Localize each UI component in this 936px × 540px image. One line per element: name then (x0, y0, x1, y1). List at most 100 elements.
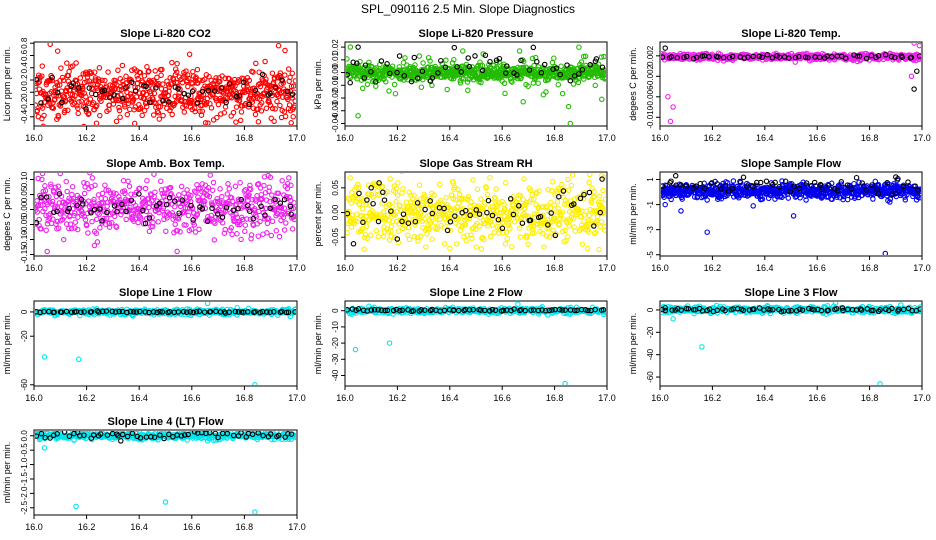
data-point (853, 174, 860, 181)
data-point (263, 105, 270, 112)
data-point (49, 77, 55, 84)
data-point (57, 173, 64, 177)
data-point (46, 194, 52, 200)
data-point (504, 235, 511, 242)
data-point (83, 222, 90, 229)
data-point (369, 207, 375, 214)
data-point (226, 185, 232, 192)
data-point (35, 198, 40, 204)
data-points (346, 173, 606, 253)
data-point (489, 204, 496, 210)
data-point (786, 55, 792, 61)
data-point (478, 246, 485, 252)
data-point (586, 212, 593, 219)
data-point (459, 195, 465, 202)
data-point (143, 83, 149, 90)
data-point (811, 179, 818, 186)
data-point (209, 187, 216, 194)
data-point (272, 84, 279, 91)
data-point (232, 83, 238, 89)
data-point (834, 194, 840, 200)
data-point (137, 104, 144, 111)
data-point (468, 232, 475, 238)
data-point (99, 77, 105, 84)
data-point (365, 182, 372, 188)
data-point (380, 189, 386, 196)
data-point (530, 44, 537, 51)
data-point (51, 309, 57, 315)
data-point (273, 165, 277, 169)
data-point (127, 198, 134, 204)
data-point (506, 220, 512, 226)
data-point (417, 210, 424, 217)
data-point (81, 123, 87, 125)
data-point (499, 216, 505, 223)
data-point (91, 206, 98, 213)
data-point (156, 116, 163, 122)
data-point (156, 200, 163, 207)
data-point (52, 203, 58, 210)
data-point (217, 186, 223, 192)
data-point (223, 205, 230, 211)
data-point (105, 199, 111, 206)
data-point (222, 208, 229, 214)
data-point (279, 178, 285, 184)
data-point (665, 94, 671, 100)
data-point (47, 43, 53, 48)
data-point (248, 232, 255, 238)
data-point (525, 83, 531, 89)
plot-frame (33, 300, 298, 387)
data-point (468, 199, 474, 205)
data-point (491, 75, 497, 81)
data-point (132, 216, 139, 222)
data-point (565, 176, 571, 183)
data-point (70, 198, 76, 204)
data-point (202, 205, 209, 212)
data-point (594, 68, 601, 74)
y-tick-label: 0.00 (20, 201, 29, 217)
chart-title: Slope Li-820 CO2 (120, 28, 210, 40)
x-tick-label: 16.0 (336, 263, 354, 273)
data-point (599, 64, 606, 71)
data-point (360, 197, 367, 204)
data-point (370, 200, 376, 207)
data-point (40, 123, 46, 125)
data-point (662, 201, 668, 208)
data-point (834, 187, 841, 194)
data-point (779, 178, 785, 184)
data-point (237, 221, 243, 228)
y-tick-label: -0.02 (331, 88, 340, 107)
data-point (785, 195, 792, 201)
data-point (83, 106, 89, 112)
data-point (122, 103, 128, 110)
data-points (35, 165, 296, 255)
x-tick-label: 16.8 (861, 263, 879, 273)
data-point (534, 58, 540, 65)
data-point (219, 220, 226, 226)
data-point (102, 195, 109, 202)
data-point (75, 105, 81, 112)
data-point (212, 88, 218, 94)
data-point (196, 77, 203, 83)
data-point (559, 181, 565, 188)
data-point (116, 107, 123, 114)
data-point (215, 101, 222, 108)
data-point (530, 196, 537, 203)
data-point (136, 191, 142, 197)
data-point (35, 219, 40, 226)
data-point (729, 53, 736, 60)
data-point (381, 197, 388, 203)
data-point (917, 186, 921, 192)
data-point (269, 218, 276, 225)
data-point (693, 183, 699, 189)
data-point (517, 234, 524, 240)
data-point (75, 110, 81, 117)
data-point (348, 224, 355, 231)
data-point (140, 207, 146, 214)
data-point (48, 181, 54, 187)
x-tick-label: 17.0 (288, 263, 306, 273)
x-tick-label: 17.0 (288, 393, 306, 403)
data-point (204, 302, 211, 307)
data-point (378, 58, 385, 64)
data-point (258, 108, 265, 114)
